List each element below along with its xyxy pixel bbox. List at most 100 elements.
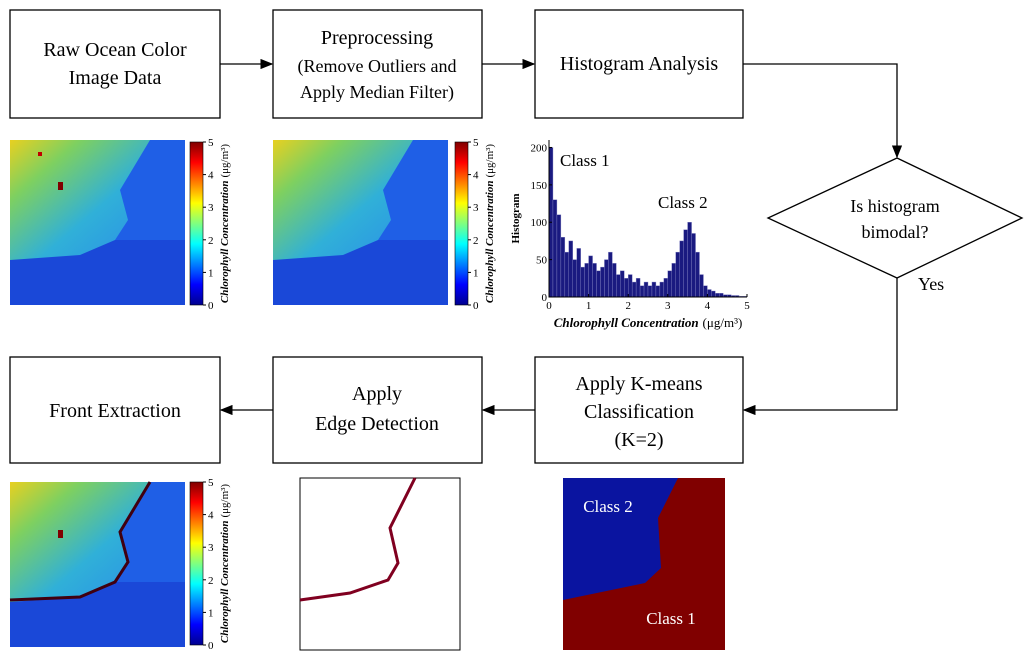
edge-image — [299, 477, 461, 651]
x-tick-label: 5 — [744, 300, 750, 312]
histogram-bar — [552, 199, 558, 298]
colorbar-scale — [189, 141, 204, 306]
y-tick-label: 100 — [531, 217, 548, 229]
histogram-bar — [588, 255, 593, 298]
y-axis-label: Histogram — [510, 193, 522, 243]
y-tick-label: 200 — [531, 142, 548, 154]
x-axis-label: Chlorophyll Concentration (μg/m³) — [554, 315, 743, 330]
histogram-bar — [576, 248, 581, 298]
histogram-bar — [556, 214, 562, 298]
colorbar: 0 1 2 3 4 5 Chlorophyll Concentration (μg/m³) — [454, 137, 496, 312]
colorbar-tick-label: 2 — [473, 235, 479, 247]
node-text: Classification — [584, 401, 694, 423]
colorbar-unit: (μg/m³) — [219, 484, 231, 518]
histogram-bar — [691, 233, 696, 298]
annotation: Class 2 — [658, 193, 708, 212]
histogram-bar — [564, 251, 570, 298]
histogram-bar — [699, 274, 704, 298]
annotation: Class 1 — [560, 151, 610, 170]
node-text: Is histogram — [850, 196, 940, 216]
node-histogram: Histogram Analysis — [534, 9, 744, 119]
node-text: Apply K-means — [575, 373, 702, 395]
histogram-bar — [687, 222, 692, 298]
colorbar-tick-label: 4 — [473, 170, 479, 182]
colorbar-tick-label: 3 — [208, 542, 214, 554]
node-edge: Apply Edge Detection — [272, 356, 483, 464]
colorbar-title: Chlorophyll Concentration (μg/m³) — [219, 144, 231, 304]
histogram-bar — [635, 278, 641, 298]
colorbar-tick-label: 0 — [473, 300, 479, 312]
colorbar-tick-label: 2 — [208, 575, 214, 587]
node-text: Raw Ocean Color — [43, 39, 187, 61]
histogram-bar — [703, 285, 708, 298]
class-image: Class 2 Class 1 — [563, 478, 725, 650]
edge-label: Yes — [918, 274, 944, 294]
x-tick-label: 0 — [546, 300, 552, 312]
histogram-bar — [719, 293, 724, 298]
colorbar-tick-label: 3 — [208, 202, 214, 214]
colorbar-unit: (μg/m³) — [219, 144, 231, 178]
node-raw: Raw Ocean Color Image Data — [9, 9, 221, 119]
node-text: Apply Median Filter) — [300, 82, 454, 103]
colorbar-tick-label: 5 — [473, 137, 479, 149]
class-label: Class 1 — [646, 609, 696, 628]
x-axis-label-part: Chlorophyll Concentration — [554, 315, 699, 330]
colorbar-tick-label: 4 — [208, 510, 214, 522]
histogram: 0 50 100 150 200 0 1 2 3 4 5 Histogram Chlorophyll C… — [510, 140, 750, 330]
histogram-bar — [663, 278, 669, 298]
histogram-bar — [655, 285, 661, 298]
node-text: (K=2) — [614, 429, 663, 451]
histogram-bar — [620, 270, 625, 298]
histogram-bar — [715, 293, 720, 298]
histogram-bar — [580, 266, 585, 298]
histogram-bar — [647, 285, 653, 298]
histogram-bar — [572, 259, 577, 298]
histogram-bar — [600, 266, 605, 298]
x-tick-label: 2 — [625, 300, 631, 312]
histogram-bar — [596, 270, 601, 298]
histogram-bar — [628, 274, 633, 298]
node-text: Apply — [352, 383, 402, 405]
node-front: Front Extraction — [9, 356, 221, 464]
histogram-bar — [675, 251, 680, 298]
x-tick-label: 4 — [705, 300, 711, 312]
histogram-bar — [643, 281, 649, 298]
colorbar-tick-label: 1 — [473, 267, 479, 279]
histogram-bar — [667, 270, 672, 298]
histogram-bar — [612, 263, 617, 298]
histogram-bar — [711, 290, 716, 298]
colorbar: 0 1 2 3 4 5 Chlorophyll Concentration (μg/m³) — [189, 477, 231, 652]
node-text: Edge Detection — [315, 413, 439, 435]
node-decision: Is histogram bimodal? — [766, 157, 1024, 279]
colorbar-tick-label: 1 — [208, 267, 214, 279]
colorbar-title-text: Chlorophyll Concentration — [484, 181, 496, 304]
histogram-bar — [659, 281, 665, 298]
histogram-bar — [624, 278, 629, 298]
node-text: Histogram Analysis — [560, 53, 719, 75]
y-tick-label: 150 — [531, 180, 548, 192]
raw-map — [10, 140, 185, 305]
histogram-bar — [568, 240, 573, 298]
node-kmeans: Apply K-means Classification (K=2) — [534, 356, 744, 464]
colorbar: 0 1 2 3 4 5 Chlorophyll Concentration (μg/m³) — [189, 137, 231, 312]
histogram-bar — [608, 251, 613, 298]
histogram-bar — [604, 259, 609, 298]
colorbar-tick-label: 5 — [208, 477, 214, 489]
histogram-bar — [584, 263, 589, 298]
colorbar-tick-label: 1 — [208, 607, 214, 619]
histogram-bar — [616, 274, 621, 298]
y-tick-label: 50 — [536, 255, 548, 267]
histogram-bar — [631, 281, 637, 298]
colorbar-title-text: Chlorophyll Concentration — [219, 521, 231, 644]
x-axis-label-part: (μg/m³) — [703, 315, 743, 330]
x-tick-label: 1 — [586, 300, 592, 312]
histogram-bar — [592, 263, 597, 298]
node-preprocessing: Preprocessing (Remove Outliers and Apply… — [272, 9, 483, 119]
colorbar-title: Chlorophyll Concentration (μg/m³) — [219, 484, 231, 644]
colorbar-tick-label: 2 — [208, 235, 214, 247]
node-text: Preprocessing — [321, 27, 433, 49]
colorbar-tick-label: 3 — [473, 202, 479, 214]
y-tick-label: 0 — [542, 292, 548, 304]
histogram-bar — [560, 236, 566, 298]
node-text: (Remove Outliers and — [298, 56, 457, 77]
